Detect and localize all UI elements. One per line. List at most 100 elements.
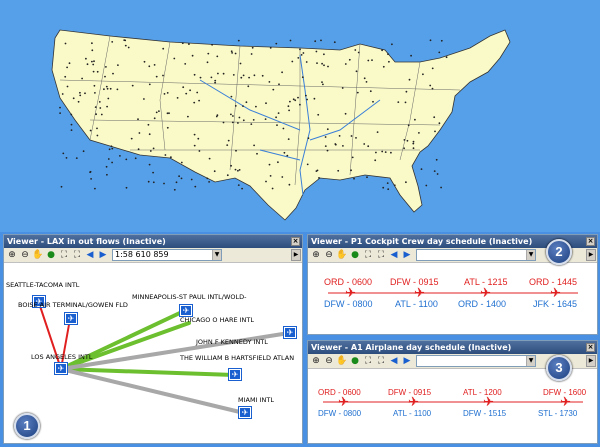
- zoom-out-icon[interactable]: ⊖: [21, 250, 29, 260]
- forward-arrow-icon[interactable]: ▶: [99, 250, 107, 260]
- city-dot: [155, 111, 158, 114]
- city-dot: [173, 57, 176, 60]
- forward-arrow-icon[interactable]: ▶: [403, 250, 411, 260]
- city-dot: [384, 151, 387, 154]
- city-dot: [234, 52, 237, 55]
- city-dot: [408, 78, 411, 81]
- city-dot: [404, 101, 407, 104]
- zoom-in-icon[interactable]: ⊕: [312, 250, 320, 260]
- forward-arrow-icon[interactable]: ▶: [403, 356, 411, 366]
- globe-icon[interactable]: ●: [351, 250, 359, 260]
- full-extent-icon[interactable]: ⛶: [60, 250, 68, 260]
- close-icon[interactable]: ×: [291, 237, 300, 246]
- city-dot: [265, 102, 267, 105]
- city-dot: [211, 43, 214, 46]
- zoom-in-icon[interactable]: ⊕: [8, 250, 16, 260]
- flow-lax-ord: [59, 321, 191, 371]
- city-dot: [89, 171, 91, 174]
- airport-icon[interactable]: ✈: [32, 295, 46, 308]
- fixed-zoom-icon[interactable]: ⛶: [377, 356, 385, 366]
- chevron-down-icon[interactable]: ▼: [526, 356, 535, 366]
- full-extent-icon[interactable]: ⛶: [364, 250, 372, 260]
- zoom-out-icon[interactable]: ⊖: [325, 250, 333, 260]
- city-dot: [232, 74, 235, 76]
- city-dot: [365, 81, 368, 83]
- airport-icon[interactable]: ✈: [228, 368, 242, 381]
- city-dot: [324, 136, 327, 138]
- city-dot: [148, 65, 151, 68]
- back-arrow-icon[interactable]: ◀: [86, 250, 94, 260]
- viewer-title-text: Viewer - A1 Airplane day schedule (Inact…: [311, 343, 512, 352]
- flow-lax-sea: [38, 302, 62, 370]
- airport-icon[interactable]: ✈: [238, 406, 252, 419]
- city-dot: [355, 137, 357, 139]
- viewer-title: Viewer - A1 Airplane day schedule (Inact…: [308, 341, 597, 354]
- close-icon[interactable]: ×: [586, 343, 595, 352]
- city-dot: [245, 101, 248, 104]
- chevron-down-icon[interactable]: ▼: [526, 250, 535, 260]
- pan-hand-icon[interactable]: ✋: [336, 356, 348, 366]
- zoom-out-icon[interactable]: ⊖: [325, 356, 333, 366]
- us-map-canvas[interactable]: [0, 0, 600, 232]
- city-dot: [420, 168, 423, 171]
- viewer-crew-schedule[interactable]: Viewer - P1 Cockpit Crew day schedule (I…: [307, 234, 598, 335]
- city-dot: [363, 77, 366, 80]
- city-dot: [86, 63, 89, 66]
- globe-icon[interactable]: ●: [47, 250, 55, 260]
- airport-icon[interactable]: ✈: [179, 304, 193, 317]
- toolbar-expand-icon[interactable]: ▶: [586, 355, 596, 367]
- city-dot: [207, 52, 210, 55]
- flow-map[interactable]: ✈ ✈ ✈ ✈ ✈ ✈ ✈ SEATTLE-TACOMA INTL BOISE …: [4, 263, 302, 443]
- city-dot: [175, 181, 178, 184]
- globe-icon[interactable]: ●: [351, 356, 359, 366]
- airport-icon[interactable]: ✈: [64, 312, 78, 325]
- scale-combo[interactable]: ▼: [416, 355, 536, 367]
- city-dot: [261, 74, 264, 77]
- scale-combo[interactable]: 1:58 610 859 ▼: [112, 249, 222, 261]
- city-dot: [124, 39, 127, 42]
- fixed-zoom-icon[interactable]: ⛶: [377, 250, 385, 260]
- city-dot: [70, 123, 73, 126]
- city-dot: [134, 157, 137, 160]
- us-map-view[interactable]: [0, 0, 600, 232]
- chevron-down-icon[interactable]: ▼: [212, 250, 221, 260]
- city-dot: [438, 51, 441, 54]
- viewer-lax-flows[interactable]: Viewer - LAX in out flows (Inactive) × ⊕…: [3, 234, 303, 444]
- city-dot: [412, 140, 415, 143]
- viewer-airplane-schedule[interactable]: Viewer - A1 Airplane day schedule (Inact…: [307, 340, 598, 444]
- city-dot: [168, 112, 170, 115]
- city-dot: [131, 84, 134, 87]
- crew-schedule-timeline[interactable]: ORD - 0600 DFW - 0800 DFW - 0915 ATL - 1…: [308, 263, 597, 334]
- fixed-zoom-icon[interactable]: ⛶: [73, 250, 81, 260]
- airport-icon[interactable]: ✈: [54, 362, 68, 375]
- city-dot: [91, 60, 93, 63]
- flight-arrival: JFK - 1645: [533, 299, 578, 309]
- city-dot: [230, 164, 233, 167]
- toolbar-expand-icon[interactable]: ▶: [586, 249, 596, 261]
- city-dot: [125, 186, 128, 189]
- zoom-in-icon[interactable]: ⊕: [312, 356, 320, 366]
- city-dot: [110, 145, 113, 148]
- city-dot: [166, 92, 169, 94]
- city-dots: [59, 39, 448, 191]
- full-extent-icon[interactable]: ⛶: [364, 356, 372, 366]
- back-arrow-icon[interactable]: ◀: [390, 356, 398, 366]
- toolbar-expand-icon[interactable]: ▶: [291, 249, 301, 261]
- pan-hand-icon[interactable]: ✋: [336, 250, 348, 260]
- back-arrow-icon[interactable]: ◀: [390, 250, 398, 260]
- city-dot: [302, 52, 305, 54]
- pan-hand-icon[interactable]: ✋: [32, 250, 44, 260]
- city-dot: [111, 147, 114, 150]
- airport-icon[interactable]: ✈: [283, 326, 297, 339]
- airplane-schedule-timeline[interactable]: ORD - 0600 DFW - 0800 DFW - 0915 ATL - 1…: [308, 369, 597, 443]
- city-dot: [216, 55, 219, 58]
- city-dot: [276, 124, 278, 126]
- flight-arrival: DFW - 0800: [318, 409, 362, 418]
- close-icon[interactable]: ×: [586, 237, 595, 246]
- city-dot: [81, 77, 83, 80]
- airplane-icon: ✈: [338, 394, 349, 409]
- city-dot: [82, 150, 85, 153]
- city-dot: [350, 135, 353, 137]
- city-dot: [288, 109, 290, 112]
- scale-combo[interactable]: ▼: [416, 249, 536, 261]
